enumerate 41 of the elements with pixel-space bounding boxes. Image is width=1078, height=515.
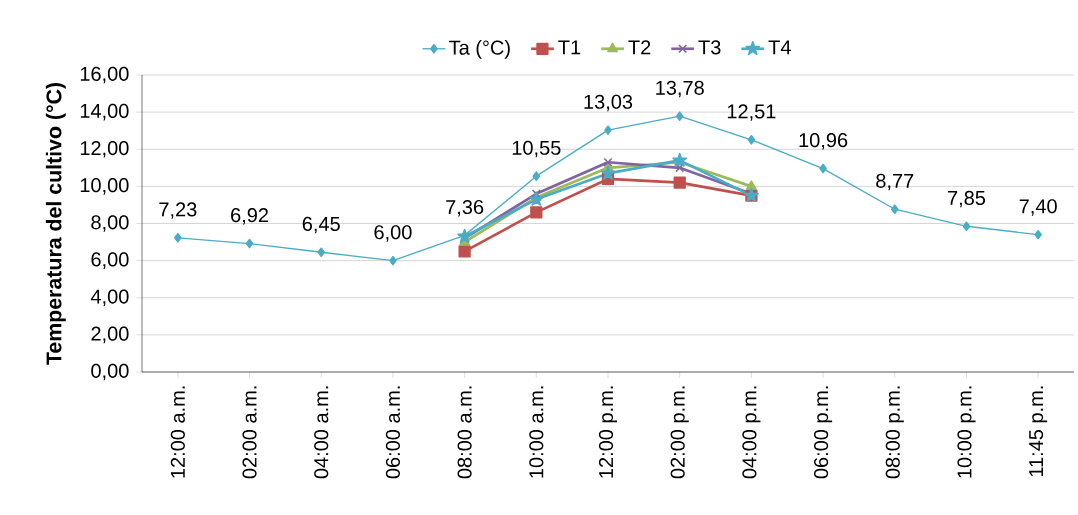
x-tick-label: 04:00 a.m. [314, 386, 329, 479]
legend-label: T1 [558, 40, 581, 55]
data-label: 10,96 [799, 133, 848, 150]
legend-label: Ta (°C) [449, 40, 510, 59]
x-tick-label: 08:00 a.m. [457, 386, 472, 479]
y-tick-label: 6,00 [91, 252, 129, 269]
data-label: 7,23 [159, 202, 197, 219]
x-tick-label: 10:00 a.m. [529, 386, 544, 478]
x-tick-label: 12:00 p.m. [598, 386, 618, 478]
x-tick-label: 11:45 p.m. [1029, 386, 1048, 477]
data-label: 6,00 [374, 225, 412, 242]
y-tick-label: 8,00 [91, 215, 129, 232]
x-tick-label: 10:00 p.m. [957, 386, 976, 478]
x-tick-label: 12:00 a.m. [170, 386, 185, 478]
x-tick-label: 06:00 a.m. [385, 386, 400, 479]
y-tick-label: 0,00 [91, 363, 129, 381]
y-tick-label: 14,00 [80, 103, 129, 121]
data-label: 13,78 [656, 80, 704, 98]
data-label: 10,55 [512, 140, 561, 158]
data-label: 6,45 [302, 216, 340, 234]
data-label: 7,40 [1019, 199, 1057, 216]
x-tick-label: 02:00 p.m. [670, 386, 689, 479]
legend-label: T4 [768, 40, 791, 55]
y-axis-title: Temperatura del cultivo (°C) [45, 83, 66, 365]
data-label: 7,36 [446, 199, 484, 217]
y-tick-label: 2,00 [91, 326, 129, 344]
data-label: 8,77 [876, 173, 914, 191]
y-tick-label: 10,00 [80, 178, 129, 195]
x-tick-label: 02:00 a.m. [242, 386, 257, 479]
y-tick-label: 16,00 [80, 66, 129, 84]
data-label: 12,51 [727, 104, 776, 121]
data-label: 7,85 [948, 190, 986, 208]
x-tick-label: 04:00 p.m. [742, 386, 761, 479]
legend-label: T2 [628, 40, 651, 55]
y-tick-label: 12,00 [80, 140, 129, 158]
y-tick-label: 4,00 [90, 289, 129, 307]
data-label: 6,92 [231, 208, 268, 225]
data-label: 13,03 [584, 94, 633, 112]
legend-label: T3 [698, 40, 721, 55]
x-tick-label: 06:00 p.m. [814, 386, 833, 479]
x-tick-label: 08:00 p.m. [885, 386, 904, 479]
